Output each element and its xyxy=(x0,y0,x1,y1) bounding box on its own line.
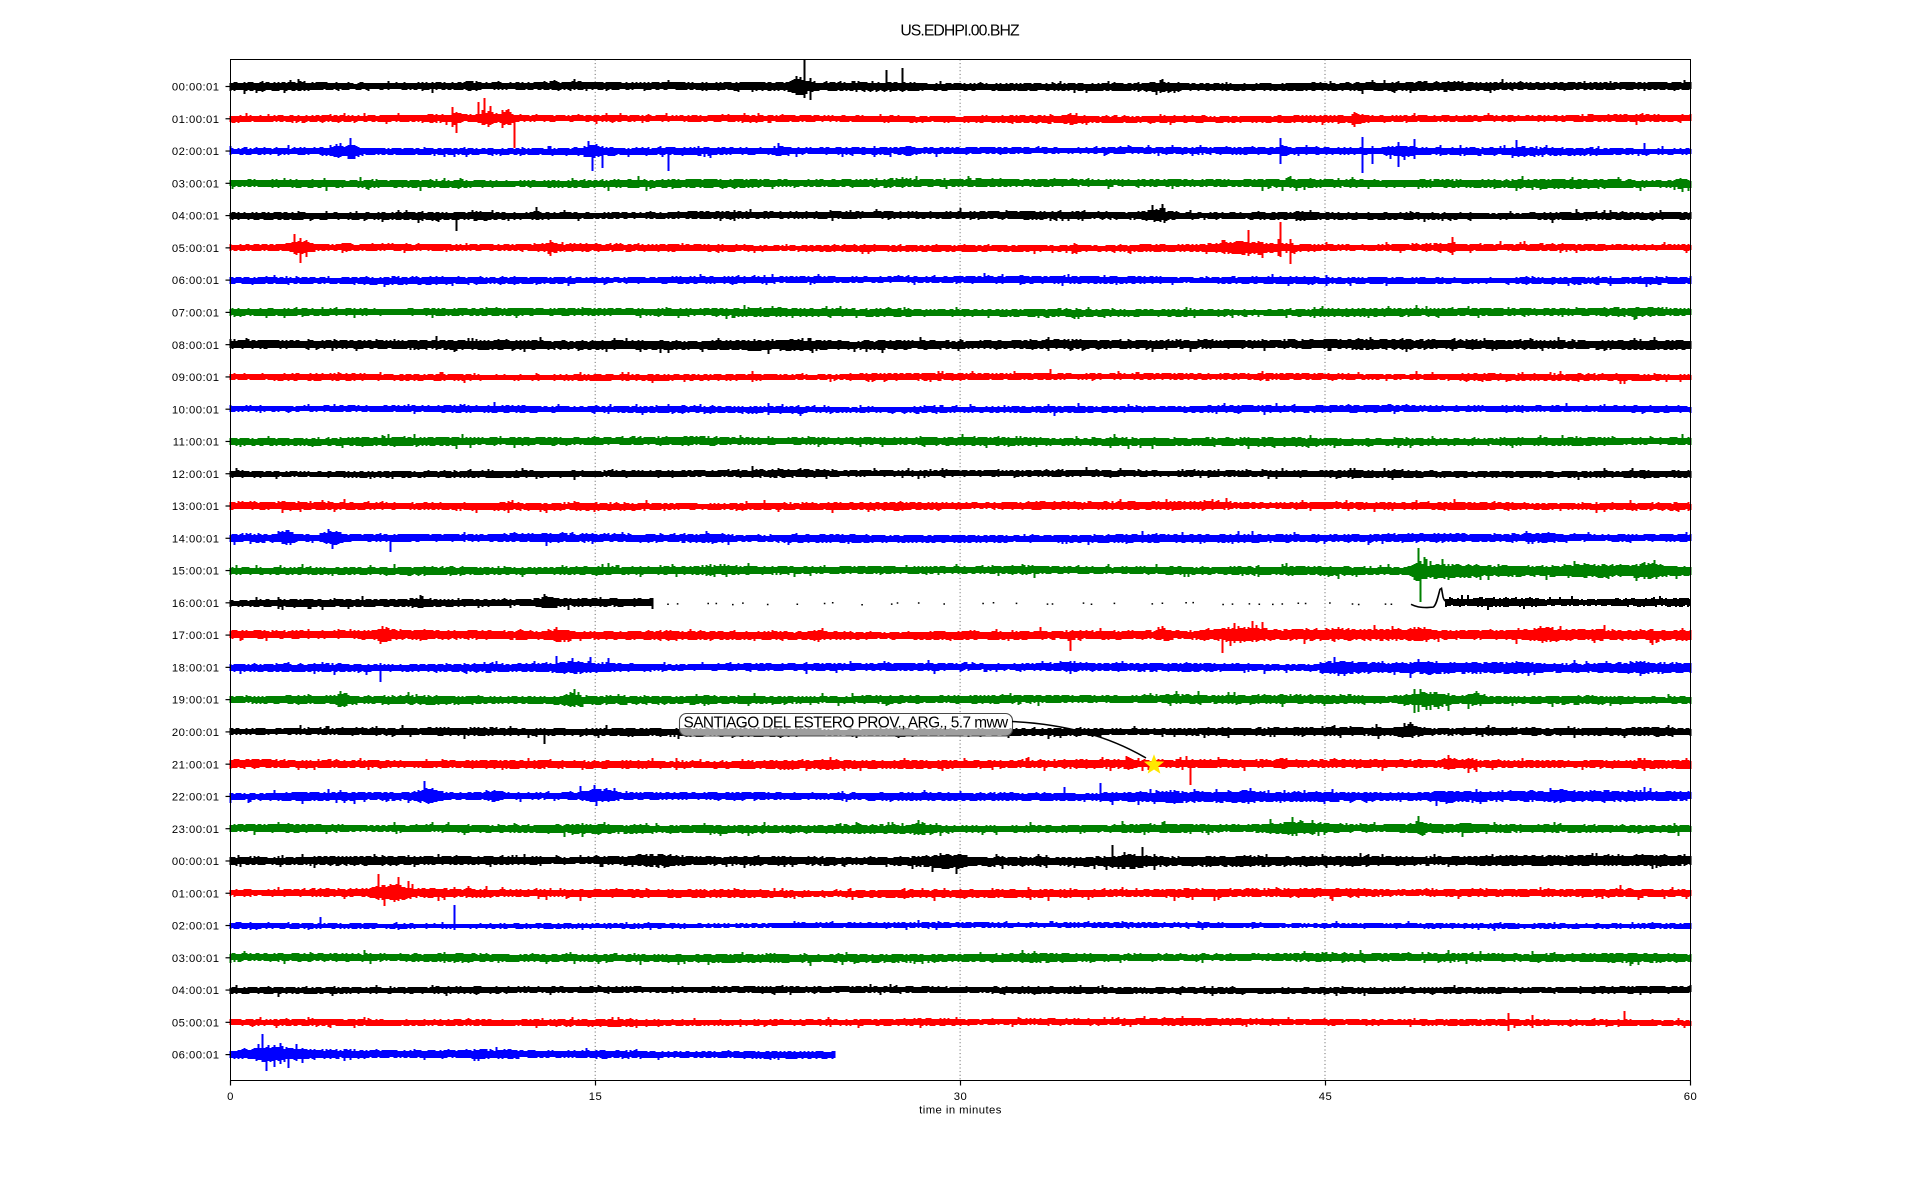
svg-text:15: 15 xyxy=(589,1091,602,1103)
svg-text:05:00:01: 05:00:01 xyxy=(172,243,220,255)
svg-text:12:00:01: 12:00:01 xyxy=(172,469,220,481)
svg-text:04:00:01: 04:00:01 xyxy=(172,211,220,223)
svg-text:45: 45 xyxy=(1319,1091,1332,1103)
svg-text:22:00:01: 22:00:01 xyxy=(172,792,220,804)
svg-text:00:00:01: 00:00:01 xyxy=(172,82,220,94)
svg-text:06:00:01: 06:00:01 xyxy=(172,1050,220,1062)
svg-text:08:00:01: 08:00:01 xyxy=(172,340,220,352)
svg-text:07:00:01: 07:00:01 xyxy=(172,308,220,320)
svg-text:17:00:01: 17:00:01 xyxy=(172,630,220,642)
svg-text:03:00:01: 03:00:01 xyxy=(172,178,220,190)
svg-text:30: 30 xyxy=(954,1091,967,1103)
svg-text:time in minutes: time in minutes xyxy=(919,1105,1002,1117)
svg-text:03:00:01: 03:00:01 xyxy=(172,953,220,965)
svg-text:05:00:01: 05:00:01 xyxy=(172,1017,220,1029)
svg-text:09:00:01: 09:00:01 xyxy=(172,372,220,384)
svg-text:21:00:01: 21:00:01 xyxy=(172,759,220,771)
svg-text:02:00:01: 02:00:01 xyxy=(172,921,220,933)
svg-text:60: 60 xyxy=(1684,1091,1697,1103)
svg-text:14:00:01: 14:00:01 xyxy=(172,533,220,545)
svg-text:US.EDHPI.00.BHZ: US.EDHPI.00.BHZ xyxy=(900,23,1020,40)
svg-text:01:00:01: 01:00:01 xyxy=(172,114,220,126)
svg-text:16:00:01: 16:00:01 xyxy=(172,598,220,610)
svg-text:20:00:01: 20:00:01 xyxy=(172,727,220,739)
svg-text:06:00:01: 06:00:01 xyxy=(172,275,220,287)
svg-text:15:00:01: 15:00:01 xyxy=(172,566,220,578)
svg-text:04:00:01: 04:00:01 xyxy=(172,985,220,997)
svg-text:18:00:01: 18:00:01 xyxy=(172,663,220,675)
svg-text:SANTIAGO DEL ESTERO PROV., ARG: SANTIAGO DEL ESTERO PROV., ARG., 5.7 mww xyxy=(684,715,1010,732)
svg-text:19:00:01: 19:00:01 xyxy=(172,695,220,707)
svg-text:23:00:01: 23:00:01 xyxy=(172,824,220,836)
svg-text:01:00:01: 01:00:01 xyxy=(172,888,220,900)
svg-text:00:00:01: 00:00:01 xyxy=(172,856,220,868)
svg-text:10:00:01: 10:00:01 xyxy=(172,404,220,416)
svg-text:0: 0 xyxy=(227,1091,234,1103)
svg-text:13:00:01: 13:00:01 xyxy=(172,501,220,513)
svg-text:02:00:01: 02:00:01 xyxy=(172,146,220,158)
svg-text:11:00:01: 11:00:01 xyxy=(173,437,220,449)
